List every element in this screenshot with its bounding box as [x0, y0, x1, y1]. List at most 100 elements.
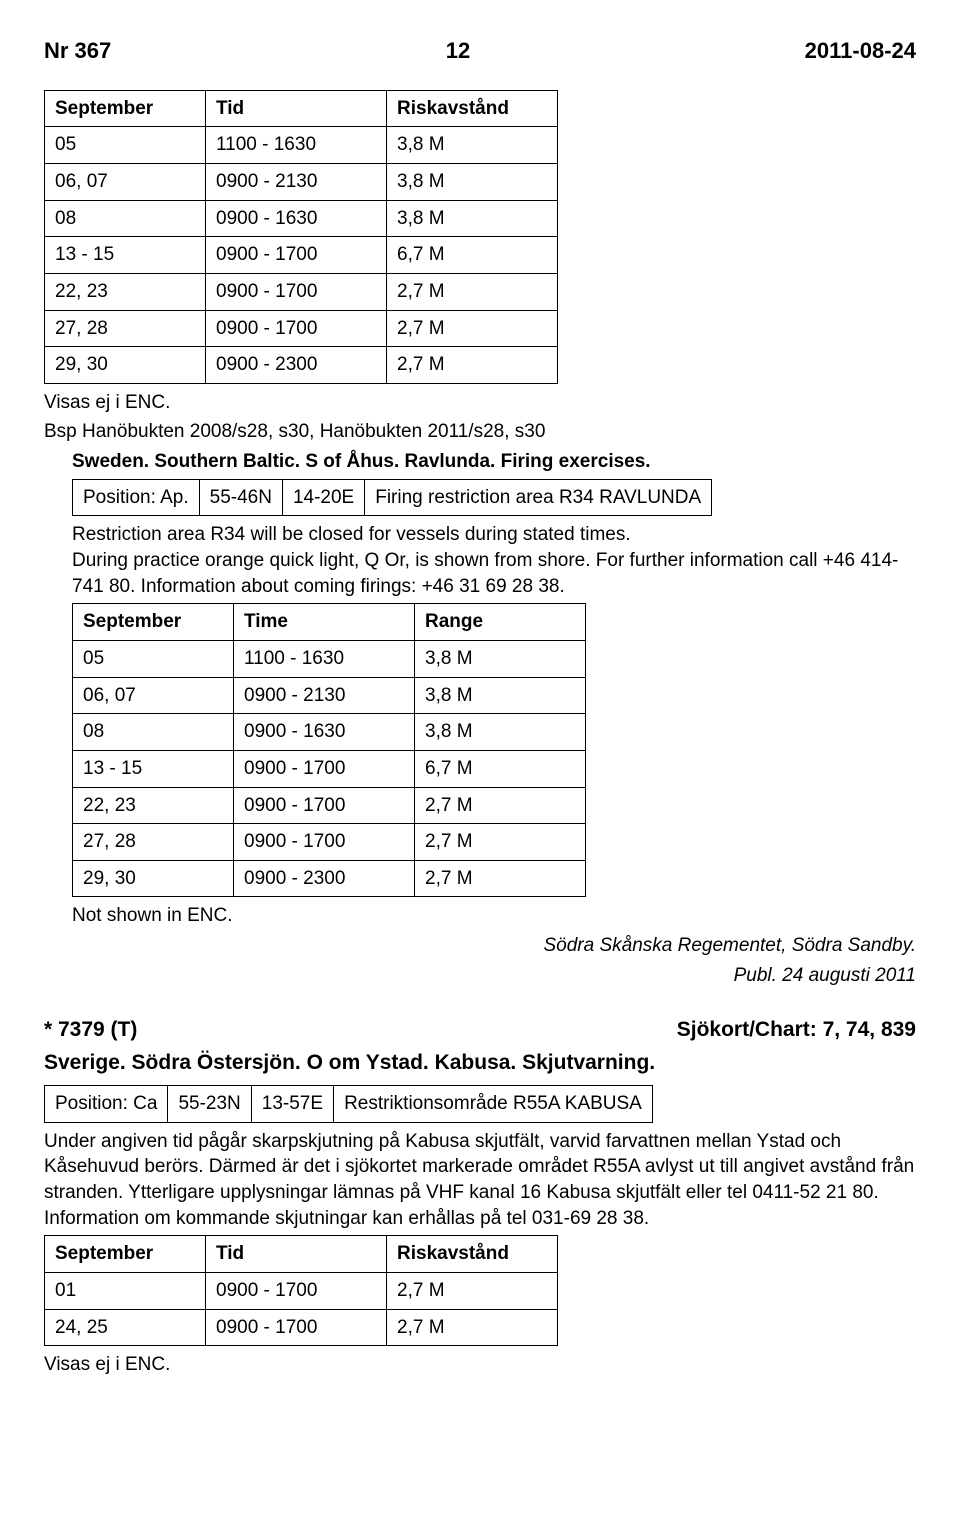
- table-row: 27, 280900 - 17002,7 M: [73, 824, 586, 861]
- table-row: 13 - 150900 - 17006,7 M: [45, 237, 558, 274]
- table-row: 27, 280900 - 17002,7 M: [45, 310, 558, 347]
- td: 27, 28: [45, 310, 206, 347]
- visas-ej-2: Visas ej i ENC.: [44, 1352, 916, 1378]
- table-row: 29, 300900 - 23002,7 M: [45, 347, 558, 384]
- td: 0900 - 1700: [206, 273, 387, 310]
- section-7379-title: Sverige. Södra Östersjön. O om Ystad. Ka…: [44, 1049, 916, 1077]
- position-table-1: Position: Ap. 55-46N 14-20E Firing restr…: [72, 479, 712, 517]
- td: 1100 - 1630: [234, 640, 415, 677]
- header-center: 12: [446, 36, 470, 66]
- section-id: * 7379 (T): [44, 1016, 137, 1044]
- table-row: 051100 - 16303,8 M: [45, 127, 558, 164]
- td: 2,7 M: [387, 347, 558, 384]
- table-row: 22, 230900 - 17002,7 M: [73, 787, 586, 824]
- td: 3,8 M: [415, 640, 586, 677]
- td: 05: [73, 640, 234, 677]
- td: 06, 07: [45, 163, 206, 200]
- restriction-paragraph: Restriction area R34 will be closed for …: [72, 522, 916, 599]
- td: 22, 23: [73, 787, 234, 824]
- td: 27, 28: [73, 824, 234, 861]
- table-row: 051100 - 16303,8 M: [73, 640, 586, 677]
- th: Range: [415, 604, 586, 641]
- th: September: [73, 604, 234, 641]
- td: 3,8 M: [415, 677, 586, 714]
- td: 08: [73, 714, 234, 751]
- td: 6,7 M: [387, 237, 558, 274]
- td: 2,7 M: [387, 273, 558, 310]
- visas-ej-1: Visas ej i ENC.: [44, 390, 916, 416]
- td: 3,8 M: [387, 200, 558, 237]
- page-header: Nr 367 12 2011-08-24: [44, 36, 916, 66]
- td: 0900 - 1700: [206, 310, 387, 347]
- td: 24, 25: [45, 1309, 206, 1346]
- td: 1100 - 1630: [206, 127, 387, 164]
- td: 6,7 M: [415, 750, 586, 787]
- table-sept-time-2: September Time Range 051100 - 16303,8 M …: [72, 603, 586, 897]
- td: 2,7 M: [387, 1272, 558, 1309]
- table-row: 06, 070900 - 21303,8 M: [73, 677, 586, 714]
- table-row: 13 - 150900 - 17006,7 M: [73, 750, 586, 787]
- table-sept-tid-3: September Tid Riskavstånd 010900 - 17002…: [44, 1235, 558, 1346]
- td: 0900 - 1700: [234, 787, 415, 824]
- td: 0900 - 2300: [206, 347, 387, 384]
- td: 0900 - 1700: [206, 1272, 387, 1309]
- td: 55-46N: [199, 479, 282, 516]
- table-sept-tid-1: September Tid Riskavstånd 051100 - 16303…: [44, 90, 558, 384]
- td: 55-23N: [168, 1086, 251, 1123]
- table-row: 010900 - 17002,7 M: [45, 1272, 558, 1309]
- td: 22, 23: [45, 273, 206, 310]
- td: 0900 - 1700: [206, 237, 387, 274]
- header-left: Nr 367: [44, 36, 111, 66]
- table-row: 080900 - 16303,8 M: [73, 714, 586, 751]
- td: 14-20E: [282, 479, 364, 516]
- td: 2,7 M: [387, 310, 558, 347]
- table-row: 29, 300900 - 23002,7 M: [73, 860, 586, 897]
- td: 05: [45, 127, 206, 164]
- th: Tid: [206, 1236, 387, 1273]
- td: Restriktionsområde R55A KABUSA: [334, 1086, 653, 1123]
- td: 0900 - 2130: [206, 163, 387, 200]
- td: 0900 - 1700: [234, 824, 415, 861]
- header-right: 2011-08-24: [805, 36, 916, 66]
- td: 13-57E: [251, 1086, 333, 1123]
- td: 2,7 M: [415, 824, 586, 861]
- td: 0900 - 2300: [234, 860, 415, 897]
- td: 0900 - 1630: [234, 714, 415, 751]
- th: September: [45, 90, 206, 127]
- td: 2,7 M: [387, 1309, 558, 1346]
- th: Time: [234, 604, 415, 641]
- td: 2,7 M: [415, 860, 586, 897]
- th: Riskavstånd: [387, 90, 558, 127]
- td: 0900 - 1700: [234, 750, 415, 787]
- td: Position: Ap.: [73, 479, 200, 516]
- td: 2,7 M: [415, 787, 586, 824]
- td: 13 - 15: [73, 750, 234, 787]
- td: 3,8 M: [415, 714, 586, 751]
- source-line-1: Södra Skånska Regementet, Södra Sandby.: [72, 933, 916, 959]
- td: 08: [45, 200, 206, 237]
- th: Riskavstånd: [387, 1236, 558, 1273]
- sweden-heading: Sweden. Southern Baltic. S of Åhus. Ravl…: [72, 449, 916, 475]
- td: 0900 - 2130: [234, 677, 415, 714]
- source-line-2: Publ. 24 augusti 2011: [72, 963, 916, 989]
- table-row: 06, 070900 - 21303,8 M: [45, 163, 558, 200]
- td: Position: Ca: [45, 1086, 168, 1123]
- td: 29, 30: [73, 860, 234, 897]
- th: Tid: [206, 90, 387, 127]
- td: 0900 - 1630: [206, 200, 387, 237]
- table-row: 080900 - 16303,8 M: [45, 200, 558, 237]
- table-row: 22, 230900 - 17002,7 M: [45, 273, 558, 310]
- td: 13 - 15: [45, 237, 206, 274]
- td: 06, 07: [73, 677, 234, 714]
- chart-ref: Sjökort/Chart: 7, 74, 839: [677, 1016, 916, 1044]
- not-shown-enc: Not shown in ENC.: [72, 903, 916, 929]
- bsp-line: Bsp Hanöbukten 2008/s28, s30, Hanöbukten…: [44, 419, 916, 445]
- td: 01: [45, 1272, 206, 1309]
- td: Firing restriction area R34 RAVLUNDA: [365, 479, 712, 516]
- position-table-2: Position: Ca 55-23N 13-57E Restriktionso…: [44, 1085, 653, 1123]
- td: 29, 30: [45, 347, 206, 384]
- kabusa-paragraph: Under angiven tid pågår skarpskjutning p…: [44, 1129, 916, 1232]
- section-7379-header: * 7379 (T) Sjökort/Chart: 7, 74, 839: [44, 1016, 916, 1044]
- td: 3,8 M: [387, 127, 558, 164]
- table-row: 24, 250900 - 17002,7 M: [45, 1309, 558, 1346]
